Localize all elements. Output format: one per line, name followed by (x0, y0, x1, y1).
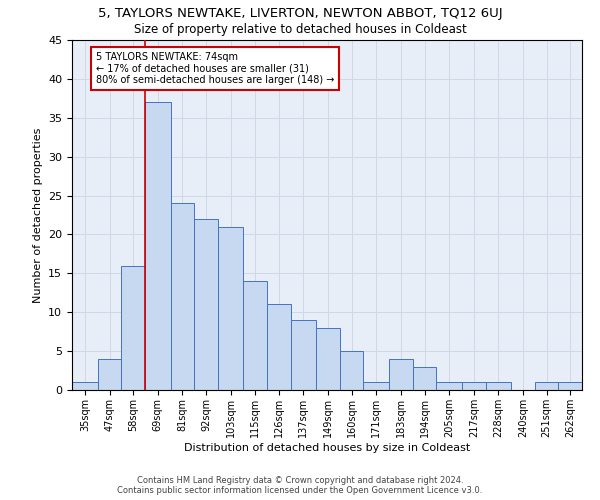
Text: 5, TAYLORS NEWTAKE, LIVERTON, NEWTON ABBOT, TQ12 6UJ: 5, TAYLORS NEWTAKE, LIVERTON, NEWTON ABB… (98, 8, 502, 20)
Bar (244, 281, 267, 390)
Bar (389, 359, 413, 390)
X-axis label: Distribution of detached houses by size in Coldeast: Distribution of detached houses by size … (184, 442, 470, 452)
Bar (413, 366, 436, 390)
Bar (194, 219, 218, 390)
Bar (72, 382, 98, 390)
Bar (364, 382, 389, 390)
Bar (316, 328, 340, 390)
Bar (436, 382, 462, 390)
Text: 5 TAYLORS NEWTAKE: 74sqm
← 17% of detached houses are smaller (31)
80% of semi-d: 5 TAYLORS NEWTAKE: 74sqm ← 17% of detach… (95, 52, 334, 85)
Bar (535, 382, 559, 390)
Bar (267, 304, 290, 390)
Bar (485, 382, 511, 390)
Text: Size of property relative to detached houses in Coldeast: Size of property relative to detached ho… (134, 22, 466, 36)
Bar (290, 320, 316, 390)
Bar (145, 102, 170, 390)
Bar (170, 204, 194, 390)
Bar (98, 359, 121, 390)
Bar (559, 382, 582, 390)
Text: Contains HM Land Registry data © Crown copyright and database right 2024.
Contai: Contains HM Land Registry data © Crown c… (118, 476, 482, 495)
Bar (218, 226, 244, 390)
Bar (340, 351, 364, 390)
Bar (121, 266, 145, 390)
Bar (462, 382, 485, 390)
Y-axis label: Number of detached properties: Number of detached properties (32, 128, 43, 302)
